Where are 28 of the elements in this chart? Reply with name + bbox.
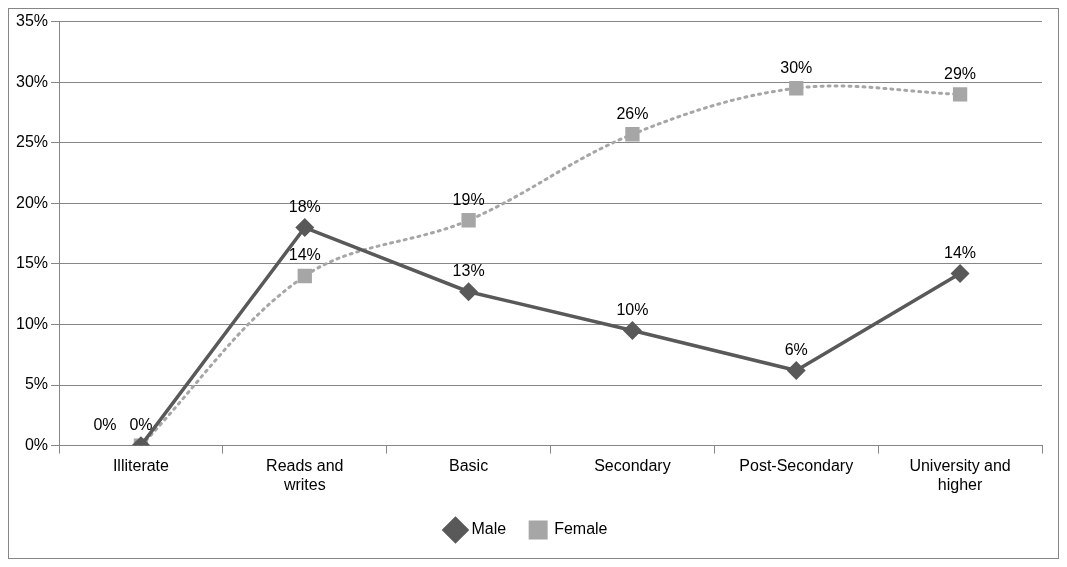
x-tick-label: University and higher: [909, 456, 1011, 493]
y-tick-label: 0%: [24, 436, 49, 454]
data-label: 14%: [288, 246, 321, 264]
data-label: 6%: [784, 340, 808, 358]
x-tick-label: Secondary: [594, 456, 671, 474]
data-label: 29%: [944, 64, 977, 82]
data-label: 0%: [93, 416, 117, 434]
y-tick-label: 20%: [15, 193, 49, 211]
data-label: 18%: [288, 197, 321, 215]
data-label: 13%: [452, 262, 485, 280]
x-tick-label: Illiterate: [112, 456, 170, 474]
y-tick-label: 15%: [15, 254, 49, 272]
x-tick-label: Basic: [449, 456, 489, 474]
data-label: 14%: [944, 243, 977, 261]
x-tick-label: Reads and writes: [266, 456, 344, 493]
legend-label: Female: [554, 520, 608, 538]
x-tick-label: Post-Secondary: [739, 456, 854, 474]
y-tick-label: 5%: [24, 375, 49, 393]
data-label: 30%: [780, 58, 813, 76]
data-label: 19%: [452, 190, 485, 208]
data-label: 0%: [129, 416, 153, 434]
y-tick-label: 10%: [15, 314, 49, 332]
y-tick-label: 25%: [15, 133, 49, 151]
data-label: 10%: [616, 300, 649, 318]
y-tick-label: 35%: [15, 12, 49, 30]
legend-label: Male: [471, 520, 507, 538]
data-label: 26%: [616, 104, 649, 122]
y-tick-label: 30%: [15, 72, 49, 90]
